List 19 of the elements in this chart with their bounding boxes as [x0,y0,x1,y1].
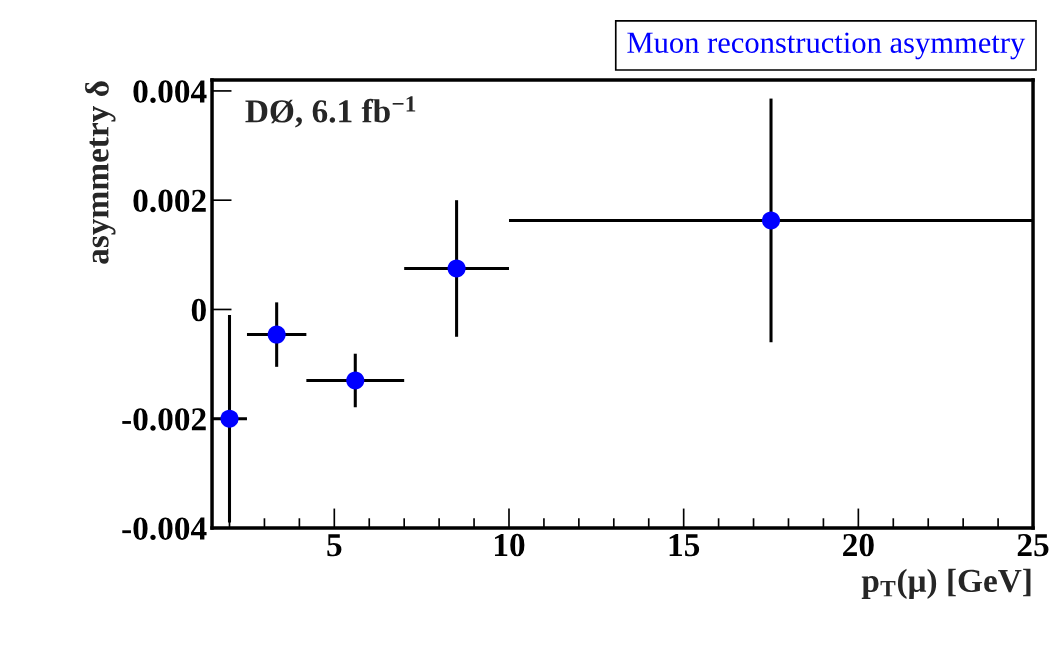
x-tick-label: 10 [495,533,525,557]
point [346,371,365,390]
x-tick-label: 5 [327,534,342,557]
y-tick-label: 0 [191,298,206,322]
y-axis-title: asymmetry δ [85,81,116,264]
y-tick-label: 0.002 [133,189,206,213]
x-tick-label: 15 [669,533,700,557]
point [267,325,286,344]
y-tick-label: -0.004 [122,517,207,541]
chart-title: Muon reconstruction asymmetry [627,32,1026,60]
point [447,259,466,278]
point [220,409,239,428]
x-axis-title: p$_{T}$(μ) [GeV] [861,568,1031,599]
y-tick-label: 0.004 [133,80,207,103]
annotation: DØ, 6.1 fb$^{−1}$ [245,96,416,128]
point [761,211,781,230]
x-tick-label: 20 [843,533,874,557]
x-tick-label: 25 [1017,533,1049,557]
y-tick-label: -0.002 [122,408,206,431]
